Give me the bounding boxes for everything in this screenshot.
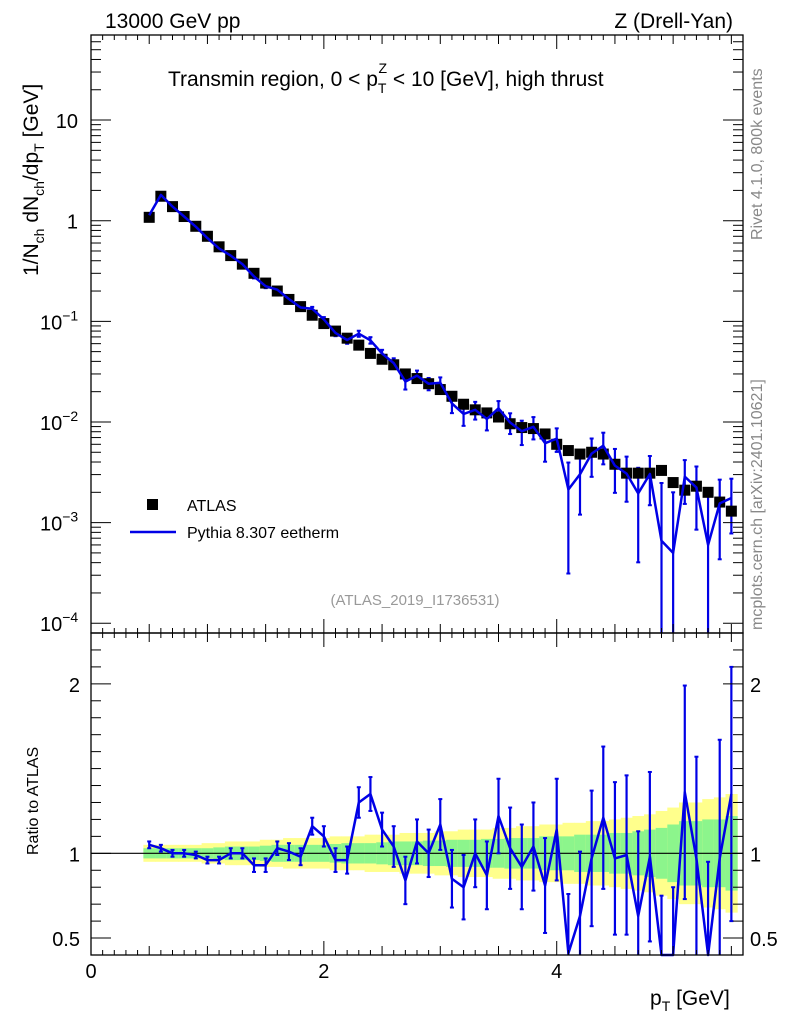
- legend-atlas-marker: [147, 499, 158, 510]
- mcplots-label: mcplots.cern.ch [arXiv:2401.10621]: [749, 379, 766, 630]
- atlas-data-point: [306, 309, 318, 321]
- atlas-data-point: [411, 373, 423, 385]
- atlas-data-point: [248, 267, 260, 279]
- ratio-tick-label-left: 0.5: [52, 929, 80, 951]
- ratio-y-axis-label: Ratio to ATLAS: [25, 747, 42, 855]
- atlas-data-point: [656, 464, 667, 476]
- atlas-data-point: [353, 339, 365, 351]
- ratio-tick-label-left: 1: [69, 844, 80, 866]
- atlas-data-point: [341, 332, 353, 344]
- axes: [90, 34, 744, 956]
- atlas-data-point: [516, 422, 528, 434]
- header-left: 13000 GeV pp: [105, 10, 240, 33]
- mc-series-line: [148, 193, 732, 555]
- atlas-data-point: [399, 368, 411, 380]
- atlas-data-point: [458, 398, 470, 410]
- atlas-data-point: [260, 277, 272, 289]
- atlas-data-point: [481, 407, 493, 419]
- x-tick-label: 2: [318, 961, 329, 983]
- y-tick-label: 10−3: [40, 509, 78, 536]
- ratio-frame: [90, 632, 744, 956]
- atlas-data-point: [551, 438, 563, 450]
- rivet-version-label: Rivet 4.1.0, 800k events: [749, 68, 766, 240]
- atlas-data-point: [539, 428, 551, 440]
- main-frame: [90, 34, 744, 634]
- y-tick-label: 10: [56, 111, 78, 133]
- ratio-tick-label-right: 0.5: [750, 929, 778, 951]
- header-right: Z (Drell-Yan): [614, 10, 733, 33]
- atlas-data-point: [574, 448, 586, 460]
- y-axis-label: 1/Nch dNch/dpT [GeV]: [20, 84, 47, 276]
- x-tick-label: 0: [85, 961, 96, 983]
- atlas-data-point: [632, 467, 644, 479]
- atlas-data-point: [702, 486, 714, 498]
- legend-mc-label: Pythia 8.307 eetherm: [187, 525, 339, 542]
- ratio-series-line: [148, 791, 733, 957]
- atlas-data-point: [725, 505, 737, 517]
- x-tick-label: 4: [551, 961, 562, 983]
- atlas-data-point: [364, 347, 376, 359]
- y-tick-label: 1: [67, 212, 78, 234]
- y-tick-label: 10−1: [40, 307, 78, 334]
- atlas-data-point: [213, 241, 225, 253]
- atlas-data-point: [597, 448, 609, 460]
- atlas-data-point: [143, 211, 155, 223]
- chart-title: Transmin region, 0 < pTZ < 10 [GeV], hig…: [168, 60, 604, 96]
- ratio-tick-label-left: 2: [69, 675, 80, 697]
- y-tick-label: 10−2: [40, 408, 78, 435]
- atlas-data-point: [562, 445, 574, 457]
- data-marks: [143, 190, 737, 957]
- atlas-data-point: [493, 411, 504, 423]
- atlas-data-point: [446, 390, 458, 402]
- y-tick-label: 10−4: [40, 609, 78, 636]
- atlas-data-point: [201, 230, 213, 242]
- atlas-data-point: [376, 353, 388, 365]
- tick-labels: 0 2 4 10 1 10−1 10−2 10−3 10−4 0.5 0.5 1 1 2 2: [40, 111, 778, 983]
- atlas-data-point: [434, 384, 446, 396]
- atlas-data-point: [679, 484, 691, 496]
- ratio-tick-label-right: 1: [750, 844, 761, 866]
- legend: ATLAS Pythia 8.307 eetherm: [130, 498, 339, 542]
- legend-atlas-label: ATLAS: [187, 498, 237, 515]
- ratio-tick-label-right: 2: [750, 675, 761, 697]
- atlas-data-point: [667, 477, 679, 489]
- atlas-data-point: [318, 318, 330, 330]
- analysis-reference: (ATLAS_2019_I1736531): [330, 592, 499, 609]
- x-axis-label: pT [GeV]: [650, 987, 730, 1014]
